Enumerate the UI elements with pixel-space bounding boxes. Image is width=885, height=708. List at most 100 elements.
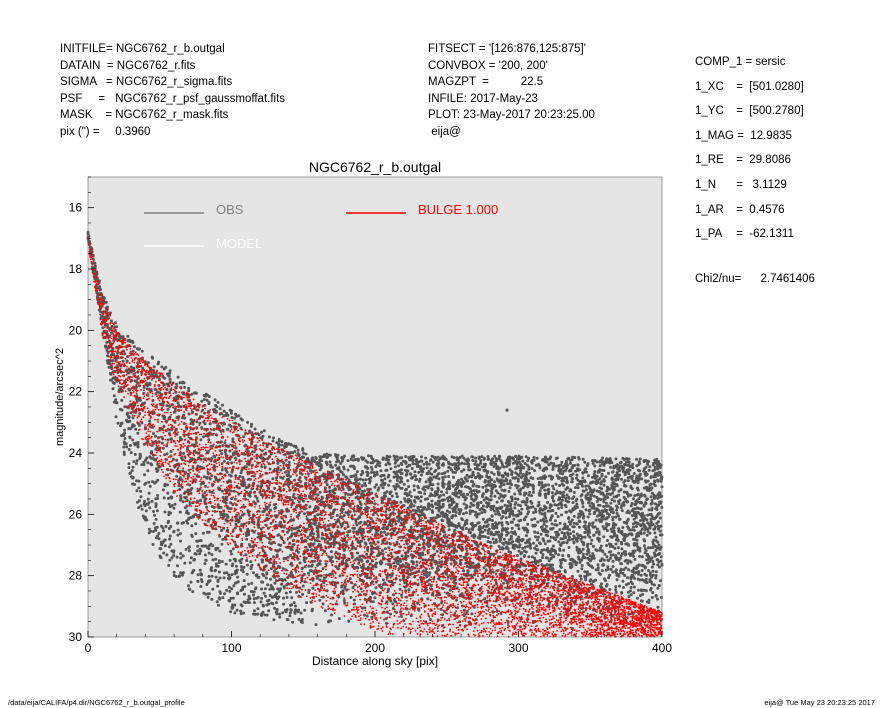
obs-point	[605, 555, 609, 559]
obs-point	[508, 468, 512, 472]
obs-point	[583, 570, 587, 574]
obs-point	[523, 549, 526, 553]
obs-point	[412, 504, 416, 508]
obs-point	[484, 501, 488, 505]
obs-point	[458, 620, 462, 624]
obs-point	[415, 560, 419, 564]
obs-point	[656, 479, 660, 483]
obs-point	[198, 552, 202, 556]
obs-point	[551, 509, 555, 512]
obs-point	[477, 490, 481, 493]
obs-point	[160, 365, 164, 369]
obs-point	[360, 539, 364, 543]
obs-point	[228, 589, 232, 593]
obs-point	[527, 467, 531, 471]
obs-point	[561, 557, 565, 561]
obs-point	[114, 415, 118, 419]
obs-point	[354, 473, 358, 477]
obs-point	[578, 561, 582, 565]
obs-point	[567, 553, 570, 557]
obs-point	[265, 599, 269, 603]
obs-point	[477, 521, 481, 525]
obs-point	[239, 609, 243, 613]
header-left-key: INITFILE=	[60, 43, 113, 55]
obs-point	[176, 521, 180, 525]
obs-point	[566, 457, 570, 461]
obs-point	[602, 483, 606, 487]
obs-point	[546, 534, 550, 538]
obs-point	[203, 411, 207, 415]
obs-point	[588, 572, 592, 576]
obs-point	[129, 471, 132, 475]
obs-point	[654, 570, 658, 574]
obs-point	[616, 546, 620, 550]
obs-point	[156, 497, 160, 500]
header-right-key: 1_XC	[695, 80, 724, 93]
obs-point	[389, 467, 393, 471]
obs-point	[190, 392, 194, 396]
obs-point	[241, 475, 245, 479]
obs-point	[499, 459, 503, 463]
obs-point	[559, 543, 563, 547]
obs-point	[575, 476, 578, 480]
obs-point	[499, 484, 503, 488]
obs-point	[354, 496, 358, 500]
obs-point	[307, 564, 311, 568]
header-right-value: = [501.0280]	[736, 80, 804, 93]
obs-point	[210, 597, 214, 601]
obs-point	[175, 474, 179, 478]
obs-point	[485, 505, 489, 509]
obs-point	[657, 552, 661, 556]
obs-point	[514, 483, 518, 487]
obs-point	[266, 583, 270, 587]
obs-point	[230, 416, 234, 419]
obs-point	[320, 474, 324, 478]
obs-point	[259, 600, 263, 604]
obs-point	[303, 580, 307, 584]
obs-point	[273, 606, 276, 610]
obs-point	[242, 435, 246, 439]
obs-point	[497, 533, 501, 537]
obs-point	[151, 356, 155, 360]
obs-point	[590, 481, 594, 485]
obs-point	[439, 607, 443, 611]
obs-point	[595, 500, 599, 503]
obs-point	[474, 456, 478, 460]
obs-point	[601, 550, 605, 554]
obs-point	[282, 602, 286, 606]
header-right-value: = sersic	[745, 56, 786, 68]
obs-point	[650, 596, 654, 599]
obs-point	[654, 576, 658, 580]
obs-point	[351, 563, 355, 567]
obs-point	[440, 463, 444, 467]
header-left-row: pix (") = 0.3960	[60, 124, 285, 141]
obs-point	[346, 459, 350, 463]
obs-point	[526, 505, 530, 509]
obs-point	[168, 534, 172, 538]
obs-point	[132, 410, 136, 414]
header-right-key: 1_AR	[695, 203, 724, 216]
obs-point	[574, 499, 578, 503]
obs-point	[422, 572, 426, 576]
obs-point	[350, 474, 354, 478]
obs-point	[375, 483, 378, 487]
header-mid-row: PLOT: 23-May-2017 20:23:25.00	[428, 107, 595, 124]
obs-point	[278, 612, 282, 616]
obs-point	[189, 580, 193, 584]
obs-point	[207, 579, 211, 583]
obs-point	[262, 591, 266, 595]
obs-point	[503, 488, 507, 492]
obs-point	[166, 438, 170, 442]
obs-point	[533, 469, 537, 473]
obs-point	[472, 535, 476, 539]
obs-point	[398, 470, 402, 474]
obs-point	[484, 468, 488, 472]
obs-point	[330, 556, 333, 560]
obs-point	[155, 509, 159, 513]
obs-point	[198, 568, 202, 572]
obs-point	[498, 492, 502, 496]
obs-point	[609, 506, 613, 510]
obs-point	[651, 569, 655, 573]
obs-point	[169, 495, 173, 499]
obs-point	[400, 614, 403, 618]
